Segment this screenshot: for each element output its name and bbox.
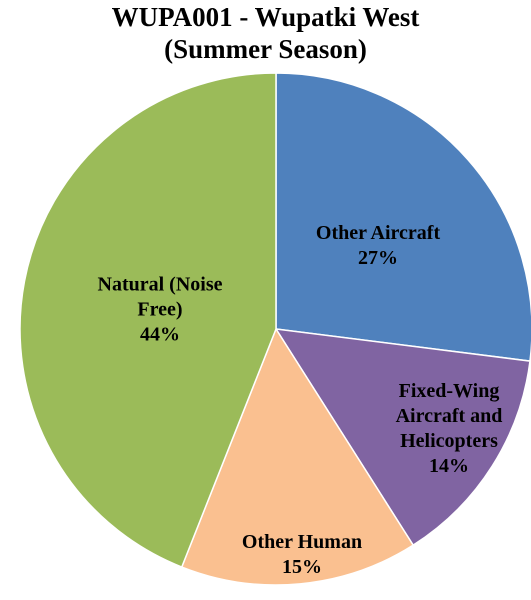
slice-label: Natural (Noise Free) 44% [80, 273, 240, 348]
pie-slice [275, 72, 531, 362]
category-label: Natural (Noise Free) [97, 273, 223, 321]
chart-title: WUPA001 - Wupatki West [111, 2, 420, 32]
chart-subtitle: (Summer Season) [164, 34, 367, 64]
slice-label: Fixed-Wing Aircraft and Helicopters 14% [374, 379, 524, 479]
value-label: 27% [358, 247, 398, 269]
category-label: Other Human [241, 531, 363, 553]
category-label: Other Aircraft [315, 222, 441, 244]
pie-slice [19, 72, 277, 568]
category-label: Fixed-Wing Aircraft and Helicopters [395, 380, 503, 452]
pie-slice [180, 327, 415, 586]
slice-label: Other Human 15% [222, 530, 382, 580]
value-label: 44% [140, 323, 180, 346]
value-label: 14% [429, 455, 469, 477]
value-label: 15% [282, 556, 322, 578]
pie-slice [274, 328, 531, 547]
slice-label: Other Aircraft 27% [313, 221, 443, 271]
